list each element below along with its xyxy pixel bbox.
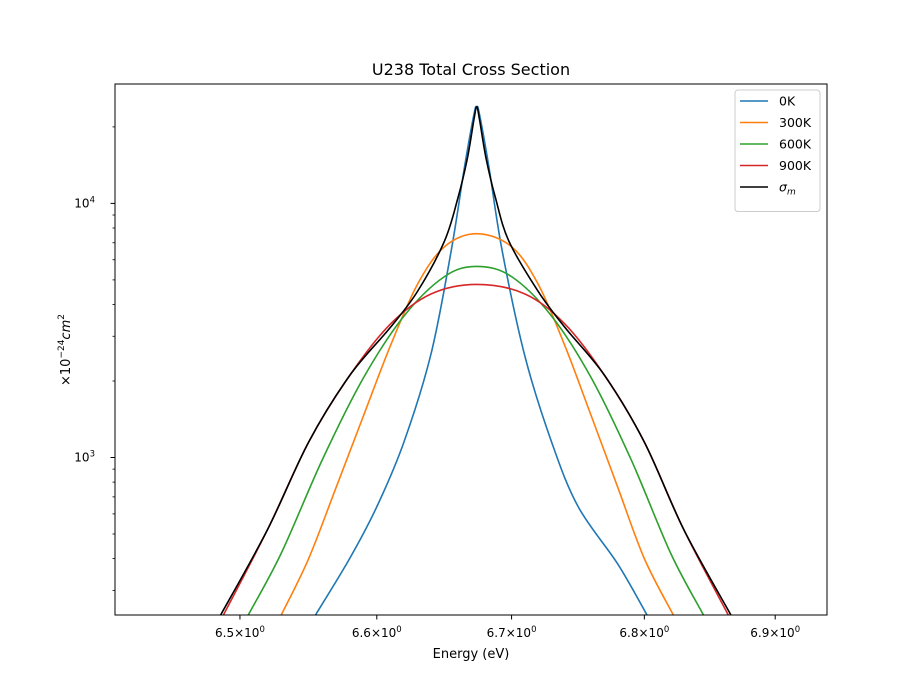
y-axis-label: ×10−24cm2 (57, 314, 74, 386)
series-line-3 (222, 283, 730, 615)
y-label-exp: −24 (57, 339, 67, 358)
series-line-1 (280, 232, 675, 615)
legend-label-0: 0K (779, 94, 796, 109)
series-line-2 (247, 265, 705, 615)
y-axis: 103 104 (74, 126, 115, 591)
x-axis: 6.5×100 6.6×100 6.7×100 6.8×100 6.9×100 (215, 615, 800, 640)
plot-frame (114, 83, 828, 616)
y-tick-label-1: 104 (74, 195, 95, 210)
series-line-4 (219, 105, 732, 615)
x-tick-label-2: 6.7×100 (487, 625, 537, 640)
y-tick-label-0: 103 (74, 450, 95, 465)
legend-label-3: 900K (779, 158, 812, 173)
x-tick-label-3: 6.8×100 (619, 625, 669, 640)
legend-label-1: 300K (779, 115, 812, 130)
x-tick-label-1: 6.6×100 (352, 625, 402, 640)
legend-label-4: σm (779, 180, 796, 198)
y-label-prefix: ×10 (59, 359, 74, 386)
y-label-unit-exp: 2 (57, 314, 67, 320)
x-tick-label-0: 6.5×100 (215, 625, 265, 640)
chart-title: U238 Total Cross Section (372, 60, 570, 79)
series-layer (219, 105, 732, 615)
legend-frame (734, 89, 821, 212)
x-tick-label-4: 6.9×100 (750, 625, 800, 640)
legend: 0K 300K 600K 900K σm (734, 89, 821, 212)
y-label-unit: cm (59, 320, 74, 340)
series-line-0 (314, 105, 648, 615)
legend-label-2: 600K (779, 137, 812, 152)
x-axis-label: Energy (eV) (433, 647, 510, 662)
